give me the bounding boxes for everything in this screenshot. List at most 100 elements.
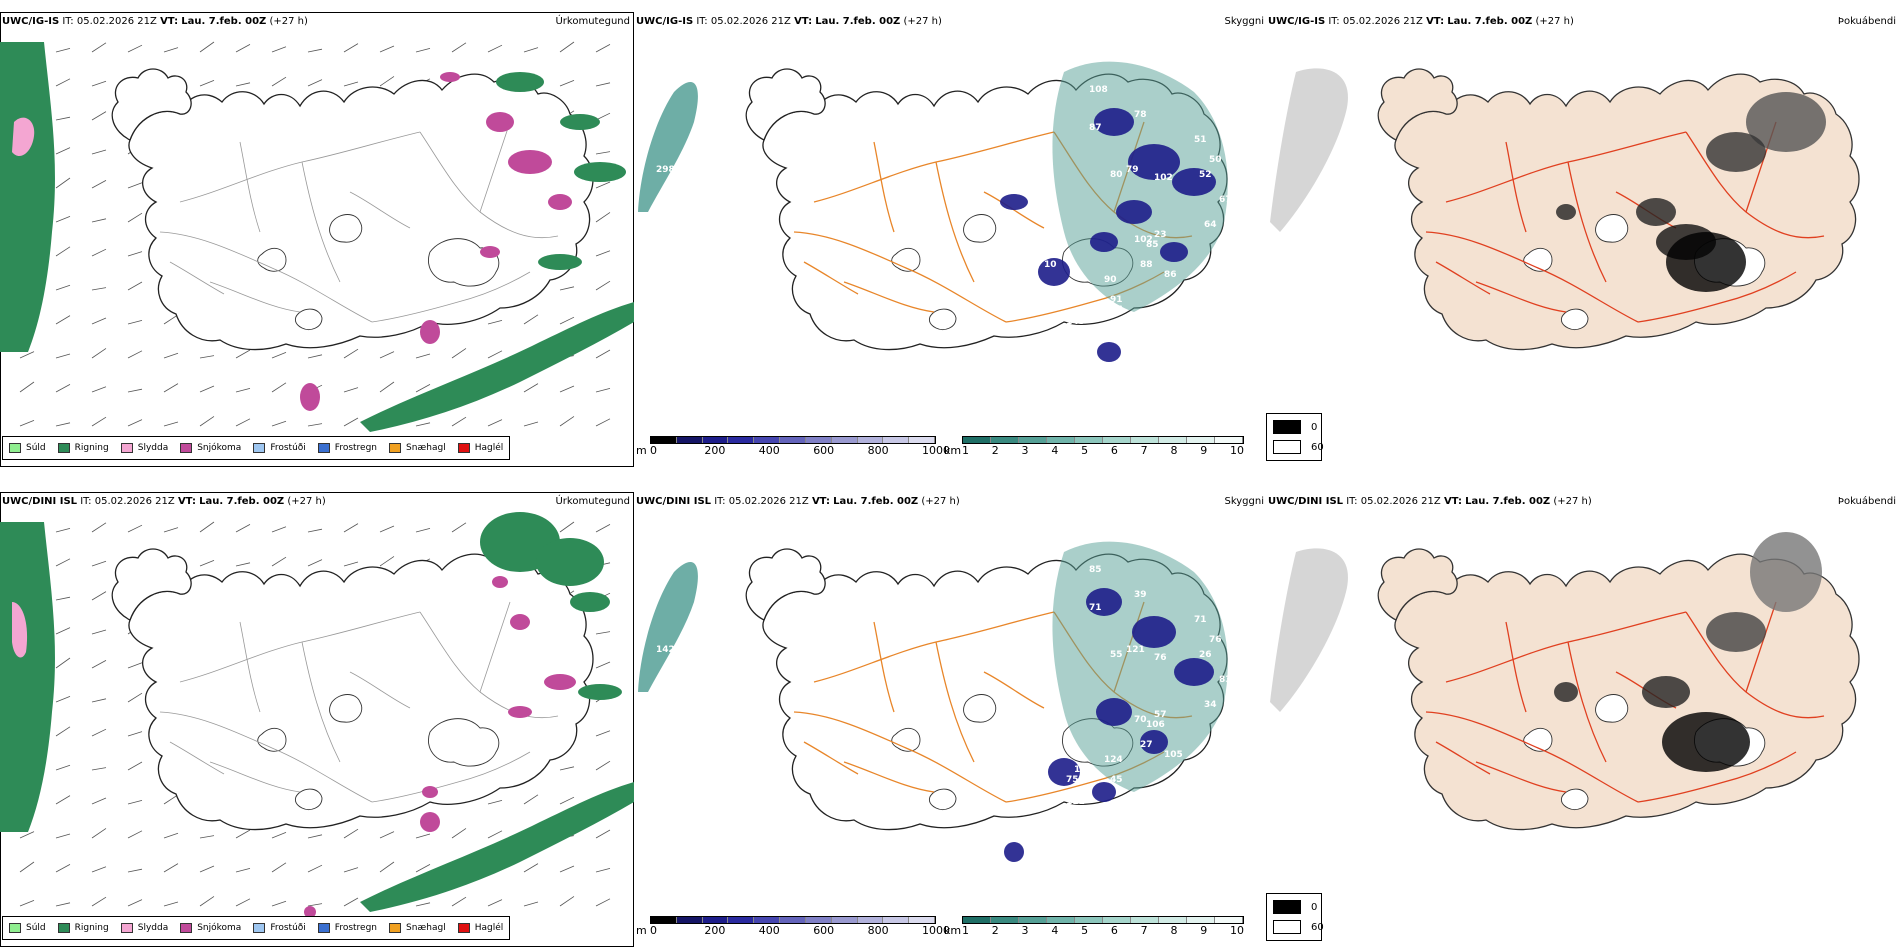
wind-barb [91, 828, 107, 839]
valid-time: Lau. 7.feb. 00Z [815, 16, 901, 27]
visibility-value-label: 90 [1104, 275, 1117, 285]
wind-barb [55, 696, 71, 703]
rain-area-ne [574, 162, 626, 182]
legend-item: Slydda [120, 443, 168, 453]
colorbar-strip [650, 436, 936, 444]
colorbar-tick-label: 200 [704, 444, 726, 457]
colorbar-tick-label: 9 [1200, 924, 1208, 937]
legend-swatch [180, 443, 193, 453]
snow-area [492, 576, 508, 588]
visibility-value-label: 70 [1134, 715, 1147, 725]
wind-barb [415, 902, 431, 907]
colorbar-unit: km [944, 924, 962, 937]
wind-barb [595, 212, 611, 223]
rain-area-south [360, 782, 634, 912]
colorbar-tick-label: 2 [991, 444, 999, 457]
wind-barb [127, 662, 143, 669]
fog-legend-label: 60 [1311, 441, 1324, 453]
road-line [209, 281, 301, 313]
issue-label: IT: [714, 496, 726, 507]
fog-dense-area [1746, 92, 1826, 152]
legend-item: Rigning [57, 443, 109, 453]
wind-barb [595, 631, 611, 635]
glacier-outline [928, 788, 957, 810]
colorbar-strip [962, 436, 1244, 444]
colorbar-strip [650, 916, 936, 924]
visibility-value-label: 108 [1089, 85, 1108, 95]
colorbar-segment [1131, 917, 1159, 923]
wind-barb [415, 353, 431, 359]
road-line [873, 141, 895, 233]
legend-label: Slydda [137, 923, 169, 933]
visibility-value-label: 105 [1164, 750, 1183, 760]
wind-barb [559, 316, 575, 325]
colorbar-unit: m [636, 924, 647, 937]
wind-barb [271, 76, 287, 87]
lead-time: (+27 h) [921, 496, 960, 507]
legend-item: Snæhagl [389, 443, 446, 453]
wind-barb [559, 896, 575, 907]
road-line [1637, 271, 1797, 323]
fog-legend-swatch [1273, 440, 1301, 454]
wind-barb [235, 898, 251, 907]
legend-label: Snjókoma [197, 443, 242, 453]
visibility-value-label: 57 [1154, 710, 1167, 720]
legend-item: Slydda [120, 923, 169, 933]
wind-barb [163, 314, 179, 325]
road-line [873, 621, 895, 713]
wind-barb [487, 44, 503, 53]
westfjords-outline [745, 68, 826, 141]
colorbar-segment [780, 917, 806, 923]
colorbar-unit: km [944, 444, 962, 457]
visibility-value-label: 298 [656, 165, 675, 175]
wind-barb [451, 348, 467, 359]
precip-legend: Súld Rigning Slydda Snjókoma Frostúði Frostre… [2, 436, 511, 460]
visibility-value-label: 142 [656, 645, 675, 655]
wind-barb [559, 865, 575, 873]
wind-barb [127, 731, 143, 737]
wind-barb [271, 46, 287, 53]
colorbar-segment [728, 917, 755, 923]
wind-barb [379, 381, 395, 393]
wind-barb [55, 284, 71, 291]
rain-area-ne [560, 114, 600, 130]
valid-time: Lau. 7.feb. 00Z [1447, 16, 1533, 27]
visibility-value-label: 102 [1154, 173, 1173, 183]
colorbar-segment [1187, 437, 1215, 443]
colorbar-tick-label: 400 [758, 444, 780, 457]
colorbar-segment [1019, 917, 1047, 923]
fog-legend-swatch [1273, 420, 1301, 434]
low-ceiling-area [1086, 588, 1122, 616]
low-ceiling-area [1092, 782, 1116, 802]
wind-barb [55, 78, 71, 87]
colorbar-tick-label: 8 [1170, 444, 1178, 457]
wind-barb [19, 900, 35, 907]
wind-barb [91, 287, 107, 291]
wind-barb [487, 899, 503, 907]
fog-dense-area [1554, 682, 1578, 702]
glacier-outline [329, 694, 363, 723]
wind-barb [163, 421, 179, 427]
wind-barb [55, 657, 71, 669]
fog-dense-area [1636, 198, 1676, 226]
wind-barb [55, 216, 71, 223]
wind-barb [55, 596, 71, 601]
wind-barb [55, 147, 71, 155]
colorbar-segment [1019, 437, 1047, 443]
legend-item: Rigning [57, 923, 109, 933]
wind-barb [55, 528, 71, 533]
wind-barb [127, 800, 143, 805]
wind-barb [235, 562, 251, 567]
panel-title-visibility: Skyggni [1224, 496, 1264, 507]
wind-barb [55, 384, 71, 393]
westfjords-outline [111, 68, 192, 141]
wind-barb [55, 795, 71, 805]
colorbar-segment [857, 437, 884, 443]
wind-barb [415, 384, 431, 393]
wind-barb [595, 524, 611, 533]
visibility-value-label: 71 [1194, 615, 1207, 625]
valid-time: Lau. 7.feb. 00Z [199, 496, 285, 507]
model-header: UWC/DINI ISL IT: 05.02.2026 21Z VT: Lau.… [2, 496, 326, 507]
wind-barb [91, 660, 107, 669]
wind-barb [343, 81, 359, 87]
